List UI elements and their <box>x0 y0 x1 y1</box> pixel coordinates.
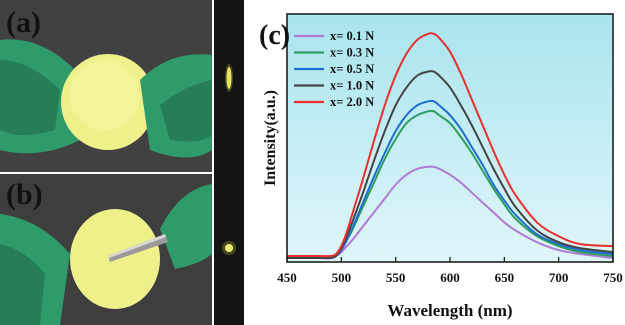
panel-label-c: (c) <box>259 20 290 51</box>
series-layer <box>287 32 614 260</box>
legend-label: x= 0.3 N <box>330 46 374 60</box>
chart-svg: 450 500 550 600 650 700 750 x= 0.1 Nx= 0.3 Nx=… <box>259 13 623 320</box>
x-tick-label: 500 <box>332 270 352 285</box>
y-axis-label: Intensity(a.u.) <box>262 90 279 186</box>
glow-mark-a <box>226 67 232 89</box>
x-tick-label: 750 <box>603 270 623 285</box>
series-line-x-2-0-n <box>287 32 614 258</box>
legend-label: x= 1.0 N <box>330 79 374 93</box>
x-tick-label: 600 <box>440 270 460 285</box>
plot-area <box>287 14 613 262</box>
glove-right-b <box>160 184 212 269</box>
legend: x= 0.1 N x= 0.3 N x= 0.5 N x= 1.0 N x= 2.0 N <box>294 29 374 109</box>
series-line-x-0-5-n <box>287 99 614 260</box>
legend-label: x= 2.0 N <box>330 95 374 109</box>
glow-mark-b <box>225 244 233 252</box>
photo-panel-b <box>0 174 212 325</box>
x-axis-ticks: 450 500 550 600 650 700 750 <box>277 257 623 285</box>
photo-panel-a <box>0 0 212 172</box>
panel-label-b: (b) <box>6 178 43 211</box>
x-tick-label: 650 <box>495 270 515 285</box>
x-tick-label: 450 <box>277 270 297 285</box>
series-line-x-0-1-n <box>287 165 614 260</box>
x-axis-label: Wavelength (nm) <box>387 301 512 320</box>
panel-label-a: (a) <box>6 6 41 39</box>
legend-label: x= 0.5 N <box>330 62 374 76</box>
x-tick-label: 700 <box>549 270 569 285</box>
legend-label: x= 0.1 N <box>330 29 374 43</box>
x-tick-label: 550 <box>386 270 406 285</box>
luminescence-strip <box>214 0 244 325</box>
